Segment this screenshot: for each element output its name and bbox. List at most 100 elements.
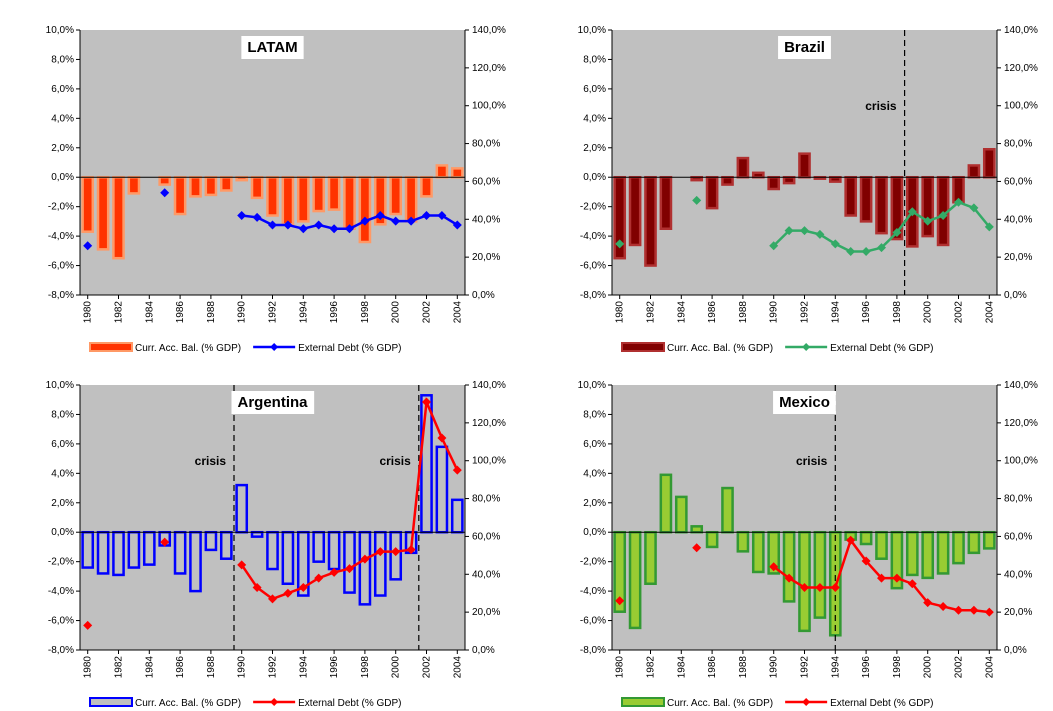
marker (314, 573, 324, 583)
bar (982, 148, 996, 179)
y-tick-label: 4,0% (51, 113, 74, 124)
bar (875, 530, 888, 560)
marker (954, 197, 963, 207)
bar (81, 175, 95, 233)
marker (422, 397, 431, 407)
bar (127, 530, 141, 569)
bar (327, 175, 341, 211)
marker (984, 607, 994, 617)
x-tick-label: 2004 (984, 301, 995, 324)
marker (692, 543, 702, 553)
bar (189, 175, 202, 198)
marker (283, 588, 293, 598)
panel: -8,0% -6,0% -4,0% -2,0% 0,0% 2,0% 4,0% 6,0% 8,0%… (578, 380, 1038, 709)
y-tick-label: 0,0% (51, 527, 74, 538)
marker (830, 583, 840, 593)
y2-tick-label: 20,0% (1004, 252, 1032, 263)
legend-swatch (89, 697, 133, 707)
bar (705, 530, 719, 549)
x-tick-label: 1990 (237, 301, 248, 324)
x-tick-label: 1988 (738, 301, 749, 324)
y-tick-label: -2,0% (48, 202, 74, 213)
y-tick-label: 10,0% (578, 380, 606, 391)
marker (252, 583, 262, 593)
bar (967, 530, 981, 555)
bar (281, 175, 295, 226)
panel: -8,0% -6,0% -4,0% -2,0% 0,0% 2,0% 4,0% 6,0% 8,0%… (578, 25, 1038, 354)
y-tick-label: -6,0% (580, 616, 606, 627)
x-tick-label: 1986 (175, 656, 186, 679)
y-tick-label: -4,0% (580, 231, 606, 242)
marker (846, 535, 856, 545)
bar (767, 175, 781, 191)
bar (173, 175, 187, 216)
y2-tick-label: 40,0% (472, 214, 500, 225)
y-tick-label: 2,0% (51, 143, 74, 154)
chart-title: LATAM (247, 39, 297, 56)
marker (406, 216, 416, 226)
marker (268, 594, 277, 604)
bar (674, 495, 688, 534)
y2-tick-label: 20,0% (472, 607, 500, 618)
bar (721, 175, 734, 186)
y2-tick-label: 60,0% (1004, 176, 1032, 187)
bar (644, 175, 657, 267)
bar (358, 175, 372, 244)
y-tick-label: 4,0% (583, 468, 606, 479)
x-tick-label: 1996 (861, 301, 872, 324)
y2-tick-label: 60,0% (472, 531, 500, 542)
marker (452, 465, 462, 475)
bar (798, 152, 811, 179)
bar (389, 175, 403, 216)
y-tick-label: 0,0% (583, 172, 606, 183)
x-tick-label: 1980 (615, 301, 626, 324)
marker (329, 567, 339, 577)
x-tick-label: 1982 (114, 301, 125, 324)
bar (782, 530, 796, 603)
bar (189, 530, 202, 593)
y-tick-label: 10,0% (578, 25, 606, 36)
x-tick-label: 1992 (800, 301, 811, 324)
bar (936, 530, 950, 575)
legend-swatch (621, 342, 665, 352)
title-box (773, 391, 836, 414)
chart-title: Brazil (784, 39, 825, 56)
y2-tick-label: 120,0% (472, 63, 506, 74)
bar (450, 167, 464, 179)
y-tick-label: 6,0% (51, 439, 74, 450)
y2-tick-label: 100,0% (472, 456, 506, 467)
legend-label: Curr. Acc. Bal. (% GDP) (667, 698, 773, 709)
marker (784, 573, 794, 583)
bar (343, 175, 356, 231)
marker (892, 228, 902, 238)
y2-tick-label: 80,0% (472, 139, 500, 150)
panel: -8,0% -6,0% -4,0% -2,0% 0,0% 2,0% 4,0% 6,0% 8,0%… (46, 380, 506, 709)
bar (96, 175, 110, 251)
legend-swatch (89, 342, 133, 352)
y2-tick-label: 120,0% (1004, 418, 1038, 429)
bar (142, 530, 156, 566)
marker (422, 211, 431, 220)
bar (435, 445, 449, 534)
legend-marker (802, 698, 811, 706)
bar (859, 530, 873, 546)
bar (967, 164, 981, 179)
y-tick-label: 8,0% (583, 54, 606, 65)
y2-tick-label: 100,0% (1004, 101, 1038, 112)
marker (83, 620, 93, 630)
y2-tick-label: 40,0% (1004, 569, 1032, 580)
marker (298, 583, 308, 593)
bar (219, 175, 233, 192)
plot-area (80, 385, 465, 650)
y2-tick-label: 80,0% (1004, 139, 1032, 150)
marker (360, 216, 370, 226)
marker (437, 433, 447, 443)
x-tick-label: 2002 (954, 656, 965, 679)
marker (237, 211, 247, 220)
bar (450, 498, 464, 534)
marker (954, 605, 963, 615)
x-tick-label: 1998 (892, 656, 903, 679)
y-tick-label: -6,0% (580, 261, 606, 272)
plot-area (80, 30, 465, 295)
y2-tick-label: 0,0% (1004, 290, 1027, 301)
